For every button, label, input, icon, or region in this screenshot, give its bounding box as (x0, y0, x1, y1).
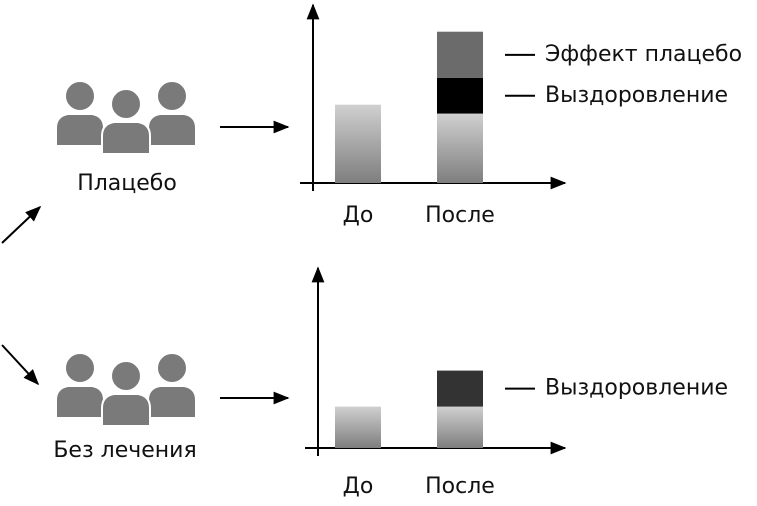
arrow (1, 205, 42, 244)
group-label: Плацебо (77, 171, 177, 196)
bar-segment (437, 370, 483, 407)
x-tick-label: После (425, 203, 495, 228)
arrow (1, 344, 40, 386)
legend-label: Выздоровление (545, 83, 728, 108)
bar-segment (335, 406, 381, 448)
x-tick-label: До (343, 474, 374, 499)
bar-segment (437, 31, 483, 78)
bar-segment (437, 77, 483, 114)
x-tick-label: После (425, 474, 495, 499)
bar-segment (437, 406, 483, 448)
bar-segment (335, 104, 381, 183)
group-label: Без лечения (53, 438, 196, 463)
bar-segment (437, 113, 483, 183)
people-no-treatment (55, 352, 197, 427)
legend-label: Выздоровление (545, 376, 728, 401)
people-placebo (55, 80, 197, 155)
x-tick-label: До (343, 203, 374, 228)
legend-label: Эффект плацебо (545, 42, 742, 67)
